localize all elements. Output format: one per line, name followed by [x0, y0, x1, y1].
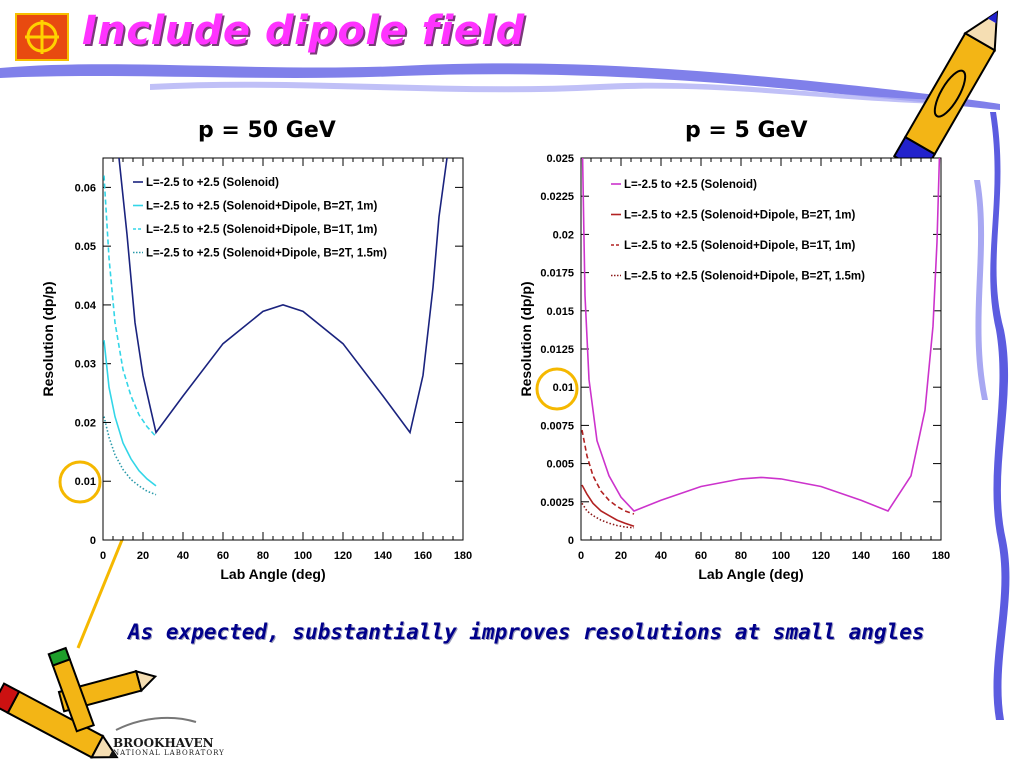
x-tick-label: 20: [615, 550, 627, 562]
legend-entry: L=-2.5 to +2.5 (Solenoid): [624, 179, 757, 191]
y-tick-label: 0.0175: [540, 268, 574, 280]
brookhaven-name: BROOKHAVEN: [113, 736, 214, 750]
x-tick-label: 0: [578, 550, 584, 562]
y-tick-label: 0.015: [546, 306, 574, 318]
x-tick-label: 40: [177, 550, 189, 562]
x-tick-label: 180: [932, 550, 950, 562]
x-tick-label: 100: [294, 550, 312, 562]
brookhaven-subtitle: NATIONAL LABORATORY: [113, 749, 225, 757]
y-axis-label: Resolution (dp/p): [40, 281, 56, 396]
y-tick-label: 0: [90, 535, 96, 547]
x-tick-label: 0: [100, 550, 106, 562]
y-tick-label: 0.0075: [540, 420, 574, 432]
x-tick-label: 80: [735, 550, 747, 562]
y-tick-label: 0.06: [75, 182, 96, 194]
x-tick-label: 180: [454, 550, 472, 562]
series-line-2: [103, 175, 157, 438]
x-tick-label: 80: [257, 550, 269, 562]
series-line-3: [103, 416, 157, 496]
legend-entry: L=-2.5 to +2.5 (Solenoid+Dipole, B=2T, 1…: [146, 201, 378, 213]
x-tick-label: 100: [772, 550, 790, 562]
y-tick-label: 0.02: [75, 417, 96, 429]
y-tick-label: 0.04: [75, 300, 97, 312]
caption-text: As expected, substantially improves reso…: [128, 620, 925, 644]
plot-frame: [580, 157, 942, 541]
y-tick-label: 0.0025: [540, 497, 574, 509]
y-tick-label: 0: [568, 535, 574, 547]
legend-entry: L=-2.5 to +2.5 (Solenoid+Dipole, B=2T, 1…: [624, 271, 865, 283]
y-tick-label: 0.03: [75, 359, 96, 371]
x-tick-label: 120: [334, 550, 352, 562]
legend-entry: L=-2.5 to +2.5 (Solenoid+Dipole, B=2T, 1…: [624, 210, 856, 222]
y-tick-label: 0.0125: [540, 344, 574, 356]
x-tick-label: 160: [892, 550, 910, 562]
brookhaven-logo-icon: [115, 716, 197, 731]
y-tick-label: 0.02: [553, 229, 574, 241]
series-line-3: [581, 502, 635, 529]
y-tick-label: 0.01: [75, 476, 96, 488]
chart-title-50gev: p = 50 GeV: [198, 118, 336, 143]
x-tick-label: 140: [374, 550, 392, 562]
right-swoosh: [974, 112, 1010, 720]
highlight-circle: [535, 367, 579, 411]
highlight-circle: [58, 460, 102, 504]
crossed-pencils-icon: [0, 646, 158, 759]
y-tick-label: 0.0225: [540, 191, 574, 203]
x-tick-label: 20: [137, 550, 149, 562]
plot-frame: [102, 157, 464, 541]
y-tick-label: 0.01: [553, 382, 574, 394]
legend-entry: L=-2.5 to +2.5 (Solenoid+Dipole, B=2T, 1…: [146, 248, 387, 260]
x-tick-label: 60: [695, 550, 707, 562]
x-tick-label: 40: [655, 550, 667, 562]
series-line-1: [103, 340, 157, 487]
bnl-logo-icon: [15, 13, 69, 61]
x-axis-label: Lab Angle (deg): [698, 566, 803, 582]
x-tick-label: 120: [812, 550, 830, 562]
y-tick-label: 0.025: [546, 153, 574, 165]
legend-entry: L=-2.5 to +2.5 (Solenoid+Dipole, B=1T, 1…: [624, 240, 856, 252]
slide-title: Include dipole field: [82, 8, 525, 54]
series-line-1: [581, 484, 635, 527]
series-line-0: [581, 158, 941, 512]
x-tick-label: 60: [217, 550, 229, 562]
legend-entry: L=-2.5 to +2.5 (Solenoid+Dipole, B=1T, 1…: [146, 224, 378, 236]
series-line-0: [118, 158, 448, 435]
header-swoosh: [0, 63, 1000, 110]
legend-entry: L=-2.5 to +2.5 (Solenoid): [146, 177, 279, 189]
y-tick-label: 0.05: [75, 241, 96, 253]
x-axis-label: Lab Angle (deg): [220, 566, 325, 582]
chart-title-5gev: p = 5 GeV: [685, 118, 808, 143]
x-tick-label: 160: [414, 550, 432, 562]
y-tick-label: 0.005: [546, 459, 574, 471]
x-tick-label: 140: [852, 550, 870, 562]
y-axis-label: Resolution (dp/p): [518, 281, 534, 396]
